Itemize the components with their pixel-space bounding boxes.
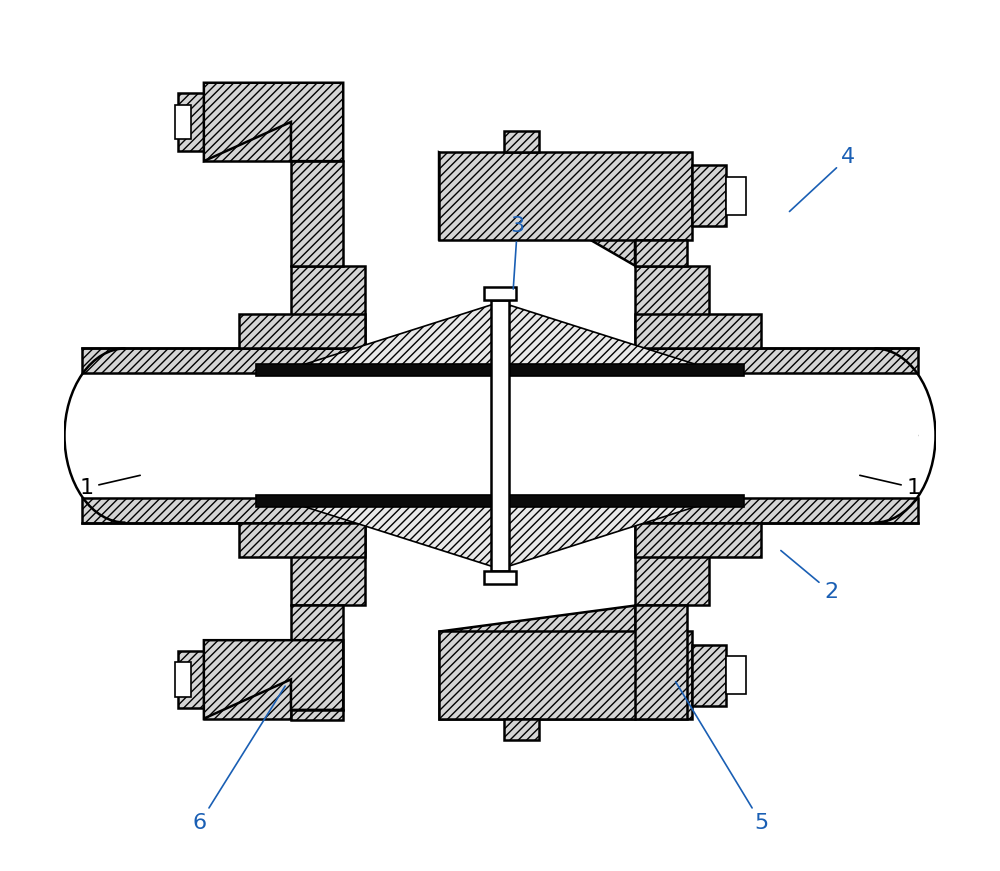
Bar [239, 523, 365, 557]
Bar [204, 640, 291, 719]
Bar [175, 105, 191, 139]
Polygon shape [204, 640, 343, 719]
Bar [726, 177, 746, 215]
Polygon shape [300, 505, 700, 566]
Bar [439, 152, 692, 240]
Text: 3: 3 [510, 217, 524, 289]
Polygon shape [82, 348, 918, 373]
Text: 2: 2 [781, 550, 838, 602]
Bar [491, 300, 509, 571]
Bar [504, 719, 539, 740]
Text: 5: 5 [676, 682, 768, 833]
Text: 1: 1 [860, 476, 921, 497]
Bar [484, 287, 516, 300]
Bar [204, 83, 291, 161]
Bar [256, 364, 744, 376]
Bar [178, 93, 204, 151]
Bar [692, 165, 726, 226]
Bar [239, 314, 365, 348]
Polygon shape [204, 83, 343, 161]
Bar [726, 656, 746, 694]
Bar [291, 523, 365, 605]
Polygon shape [439, 152, 635, 266]
Text: 6: 6 [192, 686, 285, 833]
Polygon shape [82, 498, 918, 523]
Polygon shape [300, 305, 700, 366]
Polygon shape [291, 710, 343, 720]
Bar [178, 651, 204, 708]
Bar [635, 523, 709, 605]
Bar [291, 605, 343, 710]
Text: 4: 4 [789, 147, 855, 212]
Bar [439, 631, 692, 719]
Bar [256, 495, 744, 507]
Text: 1: 1 [79, 476, 140, 497]
Bar [291, 161, 343, 266]
Polygon shape [439, 605, 635, 719]
Bar [692, 645, 726, 706]
Bar [635, 523, 761, 557]
Bar [484, 571, 516, 584]
Bar [635, 605, 687, 719]
Bar [175, 662, 191, 697]
Bar [635, 314, 761, 348]
Bar [82, 373, 918, 498]
Bar [635, 240, 687, 266]
Bar [635, 266, 709, 348]
Bar [504, 131, 539, 152]
Bar [291, 266, 365, 348]
